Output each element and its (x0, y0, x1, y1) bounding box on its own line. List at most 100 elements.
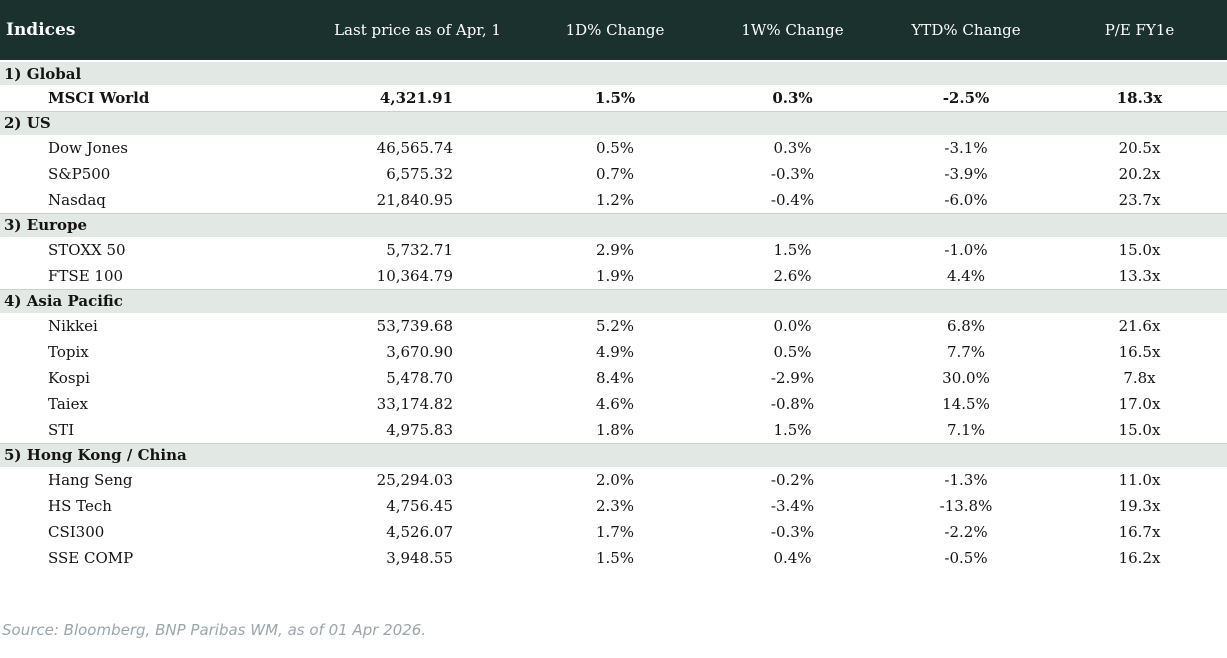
1w-change-cell: 2.6% (773, 266, 812, 285)
section-row: 4) Asia Pacific (0, 288, 1227, 313)
pe-cell: 7.8x (1123, 369, 1156, 387)
index-name-cell: MSCI World (48, 88, 150, 107)
ytd-change-cell: 4.4% (946, 266, 986, 285)
ytd-change-cell: -2.5% (942, 88, 990, 107)
index-row: Taiex 33,174.82 4.6% -0.8% 14.5% 17.0x (0, 391, 1227, 417)
index-row: Dow Jones 46,565.74 0.5% 0.3% -3.1% 20.5x (0, 135, 1227, 161)
index-row: S&P500 6,575.32 0.7% -0.3% -3.9% 20.2x (0, 161, 1227, 187)
last-price-cell: 33,174.82 (376, 395, 453, 413)
pe-cell: 15.0x (1118, 241, 1161, 259)
ytd-change-cell: -1.3% (944, 471, 988, 489)
1w-change-cell: 0.3% (772, 88, 813, 107)
1w-change-cell: 0.4% (773, 549, 812, 567)
1w-change-cell: 1.5% (773, 420, 812, 439)
last-price-cell: 21,840.95 (376, 190, 453, 209)
1w-change-cell: -0.4% (770, 190, 815, 209)
section-row: 1) Global (0, 60, 1227, 85)
last-price-cell: 6,575.32 (386, 165, 453, 183)
index-name-cell: HS Tech (48, 497, 112, 515)
indices-table: Indices Last price as of Apr, 1 1D% Chan… (0, 0, 1227, 567)
last-price-cell: 5,478.70 (386, 369, 453, 387)
ytd-change-cell: -0.5% (944, 549, 988, 567)
1d-change-cell: 4.9% (595, 343, 635, 361)
last-price-cell: 4,526.07 (386, 523, 453, 541)
index-name-cell: Taiex (48, 395, 88, 413)
index-name-cell: FTSE 100 (48, 266, 124, 285)
section-label: 3) Europe (0, 212, 1227, 237)
last-price-cell: 4,975.83 (386, 420, 453, 439)
index-row: Topix 3,670.90 4.9% 0.5% 7.7% 16.5x (0, 339, 1227, 365)
1d-change-cell: 2.3% (595, 497, 635, 515)
section-row: 3) Europe (0, 212, 1227, 237)
index-name-cell: STOXX 50 (48, 241, 126, 259)
header-row: Indices Last price as of Apr, 1 1D% Chan… (0, 0, 1227, 62)
index-name-cell: S&P500 (48, 165, 111, 183)
pe-cell: 11.0x (1118, 471, 1161, 489)
1d-change-cell: 1.5% (594, 88, 636, 107)
index-row: MSCI World 4,321.91 1.5% 0.3% -2.5% 18.3x (0, 85, 1227, 111)
section-label: 5) Hong Kong / China (0, 442, 1227, 467)
last-price-cell: 3,670.90 (386, 343, 453, 361)
1d-change-cell: 2.0% (595, 471, 635, 489)
ytd-change-cell: 14.5% (942, 395, 990, 413)
index-name-cell: SSE COMP (48, 549, 134, 567)
last-price-cell: 4,321.91 (379, 88, 453, 107)
index-name-cell: Hang Seng (48, 471, 133, 489)
last-price-cell: 4,756.45 (386, 497, 453, 515)
index-row: Kospi 5,478.70 8.4% -2.9% 30.0% 7.8x (0, 365, 1227, 391)
pe-cell: 20.5x (1118, 139, 1161, 157)
last-price-cell: 3,948.55 (386, 549, 453, 567)
index-name-cell: Topix (48, 343, 89, 361)
1d-change-cell: 0.7% (595, 165, 635, 183)
pe-cell: 19.3x (1118, 497, 1161, 515)
section-label: 1) Global (0, 60, 1227, 85)
index-row: Nasdaq 21,840.95 1.2% -0.4% -6.0% 23.7x (0, 187, 1227, 213)
pe-cell: 15.0x (1118, 420, 1161, 439)
last-price-cell: 10,364.79 (376, 266, 453, 285)
section-label: 2) US (0, 110, 1227, 135)
index-name-cell: Nasdaq (48, 190, 106, 209)
column-header-ytd-change: YTD% Change (880, 0, 1052, 62)
pe-cell: 18.3x (1116, 88, 1163, 107)
1d-change-cell: 1.7% (595, 523, 635, 541)
ytd-change-cell: -1.0% (944, 241, 988, 259)
ytd-change-cell: -6.0% (944, 190, 988, 209)
ytd-change-cell: 7.7% (946, 343, 986, 361)
index-row: Nikkei 53,739.68 5.2% 0.0% 6.8% 21.6x (0, 313, 1227, 339)
ytd-change-cell: 7.1% (946, 420, 986, 439)
table-header: Indices Last price as of Apr, 1 1D% Chan… (0, 0, 1227, 62)
last-price-cell: 46,565.74 (376, 139, 453, 157)
1w-change-cell: 0.3% (773, 139, 812, 157)
index-row: CSI300 4,526.07 1.7% -0.3% -2.2% 16.7x (0, 519, 1227, 545)
index-row: STOXX 50 5,732.71 2.9% 1.5% -1.0% 15.0x (0, 237, 1227, 263)
index-name-cell: Nikkei (48, 317, 98, 335)
1w-change-cell: 1.5% (773, 241, 812, 259)
last-price-cell: 25,294.03 (376, 471, 453, 489)
pe-cell: 16.2x (1118, 549, 1161, 567)
column-header-last-price: Last price as of Apr, 1 (310, 0, 525, 62)
1w-change-cell: -3.4% (770, 497, 815, 515)
index-row: STI 4,975.83 1.8% 1.5% 7.1% 15.0x (0, 417, 1227, 443)
1d-change-cell: 2.9% (595, 241, 635, 259)
1w-change-cell: -0.8% (770, 395, 815, 413)
1d-change-cell: 4.6% (595, 395, 635, 413)
1w-change-cell: -0.2% (770, 471, 815, 489)
1d-change-cell: 1.9% (595, 266, 635, 285)
pe-cell: 17.0x (1118, 395, 1161, 413)
source-note: Source: Bloomberg, BNP Paribas WM, as of… (2, 621, 427, 639)
1w-change-cell: -2.9% (770, 369, 815, 387)
index-name-cell: Dow Jones (48, 139, 128, 157)
index-row: Hang Seng 25,294.03 2.0% -0.2% -1.3% 11.0x (0, 467, 1227, 493)
1d-change-cell: 1.5% (595, 549, 635, 567)
last-price-cell: 53,739.68 (376, 317, 453, 335)
section-row: 5) Hong Kong / China (0, 442, 1227, 467)
1d-change-cell: 8.4% (595, 369, 635, 387)
section-label: 4) Asia Pacific (0, 288, 1227, 313)
pe-cell: 23.7x (1118, 190, 1161, 209)
1w-change-cell: 0.5% (773, 343, 812, 361)
1d-change-cell: 0.5% (595, 139, 635, 157)
1w-change-cell: -0.3% (770, 523, 815, 541)
pe-cell: 16.5x (1118, 343, 1161, 361)
pe-cell: 13.3x (1118, 266, 1161, 285)
column-header-1d-change: 1D% Change (525, 0, 705, 62)
